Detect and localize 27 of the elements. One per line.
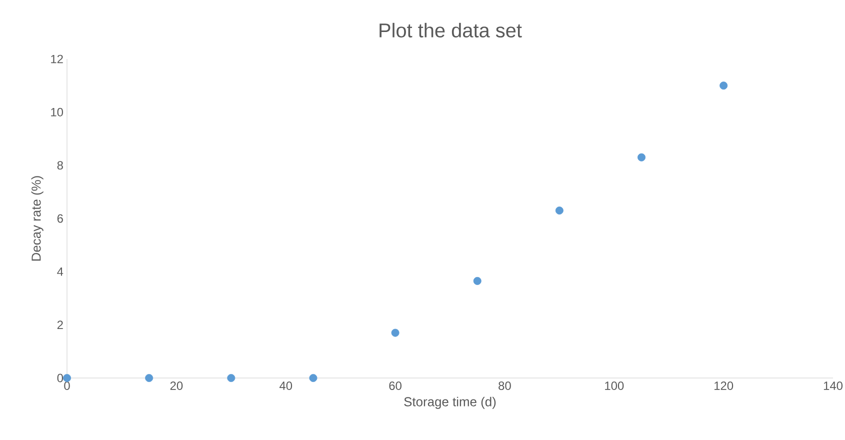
point bbox=[391, 328, 400, 337]
y-tick-label: 2 bbox=[57, 320, 63, 330]
point bbox=[309, 374, 318, 382]
x-tick-label: 0 bbox=[64, 382, 70, 390]
point bbox=[555, 206, 564, 215]
x-tick-label: 120 bbox=[714, 382, 734, 390]
x-axis-title: Storage time (d) bbox=[404, 396, 496, 409]
point bbox=[473, 276, 482, 285]
x-tick-label: 40 bbox=[279, 382, 292, 390]
y-tick-label: 12 bbox=[51, 54, 63, 64]
chart-title: Plot the data set bbox=[380, 22, 522, 38]
x-tick-label: 100 bbox=[605, 382, 624, 390]
point bbox=[227, 374, 236, 382]
point bbox=[63, 374, 71, 382]
y-axis-title: Decay rate (%) bbox=[31, 176, 44, 261]
x-tick-label: 60 bbox=[389, 382, 402, 390]
point bbox=[720, 82, 728, 90]
y-tick-label: 6 bbox=[57, 214, 63, 223]
y-tick-label: 0 bbox=[57, 374, 64, 382]
x-tick-label: 20 bbox=[170, 382, 183, 390]
y-tick-label: 4 bbox=[57, 268, 64, 276]
point bbox=[145, 374, 154, 382]
point bbox=[638, 153, 646, 162]
x-tick-label: 80 bbox=[498, 382, 511, 390]
y-tick-label: 8 bbox=[57, 161, 63, 170]
y-tick-label: 10 bbox=[51, 108, 64, 116]
x-tick-label: 140 bbox=[824, 382, 843, 390]
